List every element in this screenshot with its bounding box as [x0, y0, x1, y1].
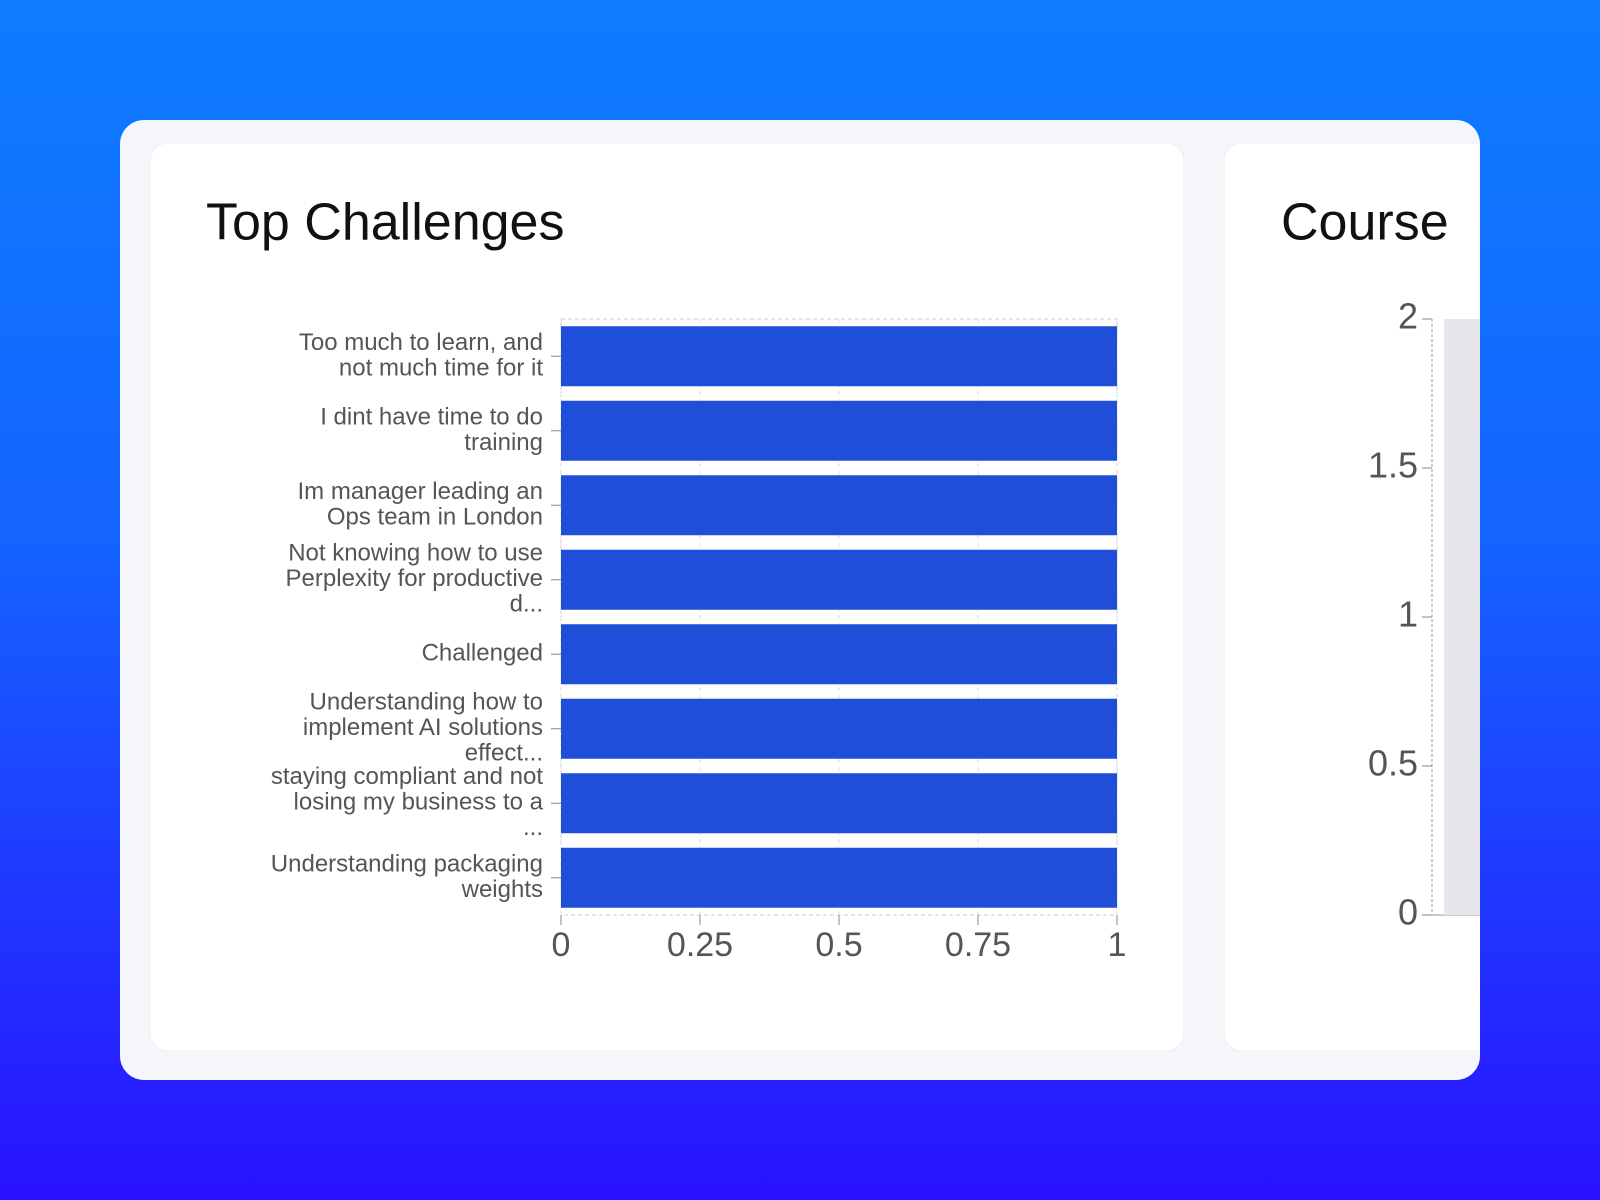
- x-tick-label: 0.5: [815, 926, 862, 964]
- y-tick-label: 1.5: [1368, 445, 1418, 486]
- bar: [561, 549, 1117, 610]
- bar: [561, 847, 1117, 908]
- y-tick-label: Not knowing how to use: [288, 540, 543, 567]
- chart-title: Course: [1281, 194, 1449, 252]
- x-tick-label: 1: [1108, 926, 1127, 964]
- y-tick-label: 0: [1398, 892, 1418, 933]
- y-tick-label: implement AI solutions: [303, 714, 543, 741]
- y-tick-label: staying compliant and not: [271, 763, 544, 790]
- y-tick-label: Perplexity for productive: [286, 565, 543, 592]
- y-tick-label: Too much to learn, and: [299, 329, 543, 356]
- y-tick-label: Ops team in London: [327, 503, 543, 530]
- y-tick-label: I dint have time to do: [320, 403, 543, 430]
- bar: [561, 624, 1117, 685]
- y-tick-label: d...: [510, 591, 543, 618]
- y-tick-label: Im manager leading an: [298, 478, 543, 505]
- bar: [561, 475, 1117, 536]
- y-tick-label: Challenged: [422, 640, 543, 667]
- panel: Top Challenges Course 0 0.25 0.5 0.75 1 Too m…: [120, 120, 1480, 1080]
- x-tick-label: 0.75: [945, 926, 1011, 964]
- bar: [561, 773, 1117, 834]
- bar: [561, 400, 1117, 461]
- x-tick-label: 0.25: [667, 926, 733, 964]
- y-tick-label: 2: [1398, 296, 1418, 337]
- y-tick-label: Understanding how to: [310, 689, 543, 716]
- y-tick-label: 0.5: [1368, 743, 1418, 784]
- chart-title: Top Challenges: [206, 194, 564, 252]
- y-tick-label: weights: [461, 876, 543, 903]
- card: [1223, 142, 1480, 1052]
- y-tick-label: losing my business to a: [294, 789, 544, 816]
- y-tick-label: 1: [1398, 594, 1418, 635]
- y-tick-label: ...: [523, 814, 543, 841]
- y-tick-label: Understanding packaging: [271, 850, 543, 877]
- x-tick-label: 0: [552, 926, 571, 964]
- y-tick-label: not much time for it: [339, 354, 543, 381]
- bar: [1444, 319, 1480, 915]
- y-tick-label: effect...: [465, 740, 543, 767]
- bar: [561, 698, 1117, 759]
- y-tick-label: training: [464, 429, 543, 456]
- bar: [561, 326, 1117, 387]
